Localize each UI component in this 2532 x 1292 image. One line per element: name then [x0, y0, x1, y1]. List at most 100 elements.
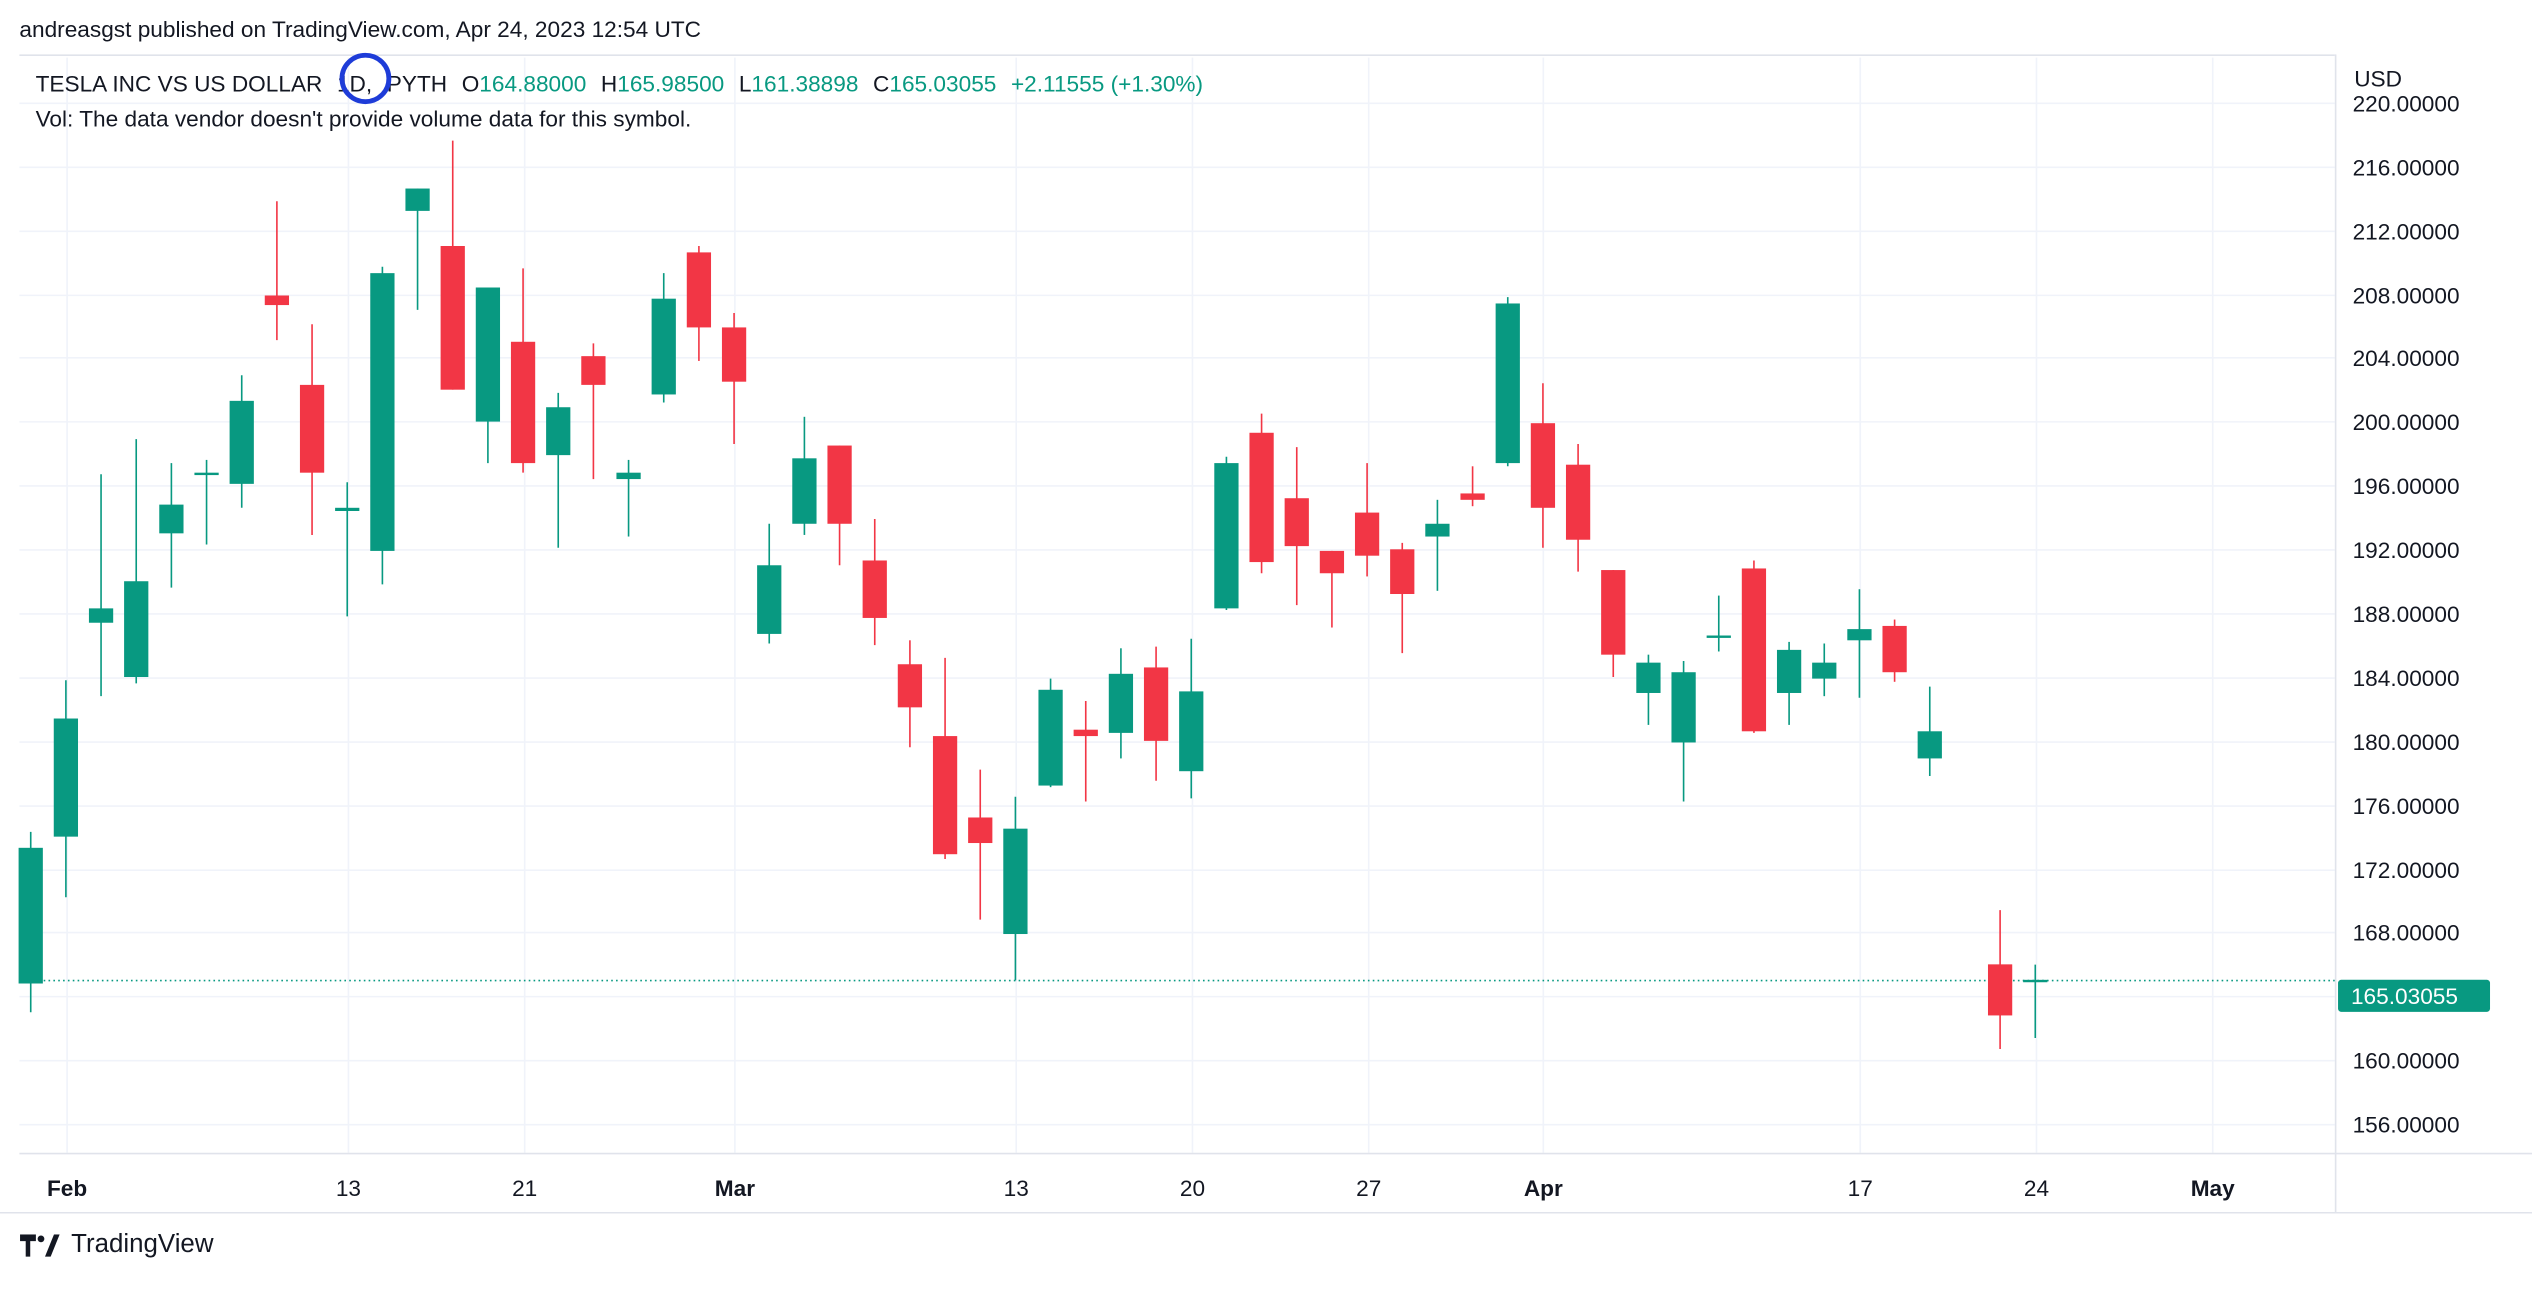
candle[interactable] [1249, 413, 1274, 574]
candle[interactable] [721, 313, 747, 444]
candle[interactable] [757, 523, 782, 644]
low-label: L [738, 70, 752, 97]
candle-body [1425, 523, 1450, 537]
candle[interactable] [1671, 661, 1696, 802]
candle-body [1565, 464, 1591, 540]
candle[interactable] [792, 416, 817, 535]
candle[interactable] [1425, 499, 1450, 591]
candle[interactable] [546, 392, 571, 548]
candle-body [581, 356, 606, 385]
candle[interactable] [1354, 463, 1380, 577]
high-value: 165.98500 [617, 70, 725, 97]
candle[interactable] [159, 463, 184, 588]
candle-body [1671, 672, 1696, 743]
y-tick-label: 160.00000 [2353, 1049, 2460, 1074]
candle[interactable] [1179, 638, 1204, 799]
candle-body [1249, 432, 1274, 563]
candle-body [1073, 729, 1098, 737]
candle[interactable] [1495, 297, 1520, 467]
candle-body [1847, 629, 1872, 641]
candle[interactable] [1214, 456, 1239, 610]
tradingview-logo-icon [20, 1234, 60, 1257]
y-tick-label: 212.00000 [2353, 219, 2460, 244]
candle[interactable] [299, 324, 325, 535]
candle[interactable] [1565, 443, 1591, 572]
candle[interactable] [1073, 700, 1098, 802]
candle[interactable] [1530, 383, 1556, 548]
candle[interactable] [827, 445, 852, 566]
candle-body [1987, 964, 2013, 1016]
candle[interactable] [124, 439, 149, 684]
candle[interactable] [1987, 910, 2013, 1049]
candle[interactable] [18, 831, 43, 1013]
candle[interactable] [581, 343, 606, 480]
candle[interactable] [510, 268, 536, 473]
candle-body [1108, 673, 1134, 733]
candle[interactable] [1319, 550, 1345, 628]
candle-body [405, 188, 430, 211]
candle[interactable] [53, 680, 79, 898]
candle[interactable] [1776, 641, 1802, 725]
candle-body [1390, 549, 1415, 595]
candle[interactable] [686, 246, 712, 361]
candle-body [546, 407, 571, 456]
candle[interactable] [1143, 646, 1169, 781]
candle[interactable] [1460, 466, 1485, 507]
candle-body [1495, 303, 1520, 464]
candle[interactable] [1812, 643, 1837, 697]
y-tick-label: 220.00000 [2353, 91, 2460, 116]
x-tick-label: 13 [336, 1176, 361, 1201]
candle[interactable] [1917, 686, 1942, 776]
candle[interactable] [651, 273, 676, 403]
candle-body [897, 664, 923, 708]
candle[interactable] [440, 140, 465, 390]
currency-label[interactable]: USD [2354, 65, 2403, 92]
x-tick-label: Feb [47, 1176, 87, 1201]
candle-body [264, 295, 290, 306]
candle[interactable] [1284, 447, 1309, 606]
candle-body [475, 287, 501, 422]
symbol-name[interactable]: TESLA INC VS US DOLLAR [35, 70, 323, 97]
candle-body [757, 565, 782, 634]
candle[interactable] [405, 188, 430, 310]
candle[interactable] [1038, 678, 1063, 788]
candle[interactable] [1108, 648, 1134, 759]
y-tick-label: 184.00000 [2353, 666, 2460, 691]
candle[interactable] [88, 474, 114, 697]
candle-body [1179, 691, 1204, 772]
candle[interactable] [1741, 560, 1767, 733]
candle-body [1601, 570, 1626, 655]
candle[interactable] [1003, 796, 1028, 981]
candle[interactable] [932, 657, 958, 859]
candle[interactable] [1847, 589, 1872, 698]
candle[interactable] [229, 375, 254, 508]
candle[interactable] [194, 459, 219, 545]
candle[interactable] [1601, 570, 1626, 678]
candle[interactable] [1636, 654, 1661, 725]
x-tick-label: Apr [1524, 1176, 1563, 1201]
candle[interactable] [370, 266, 395, 585]
candle-body [1143, 667, 1169, 741]
candle[interactable] [897, 640, 923, 748]
candle-body [88, 608, 114, 623]
candle[interactable] [1390, 542, 1415, 654]
candle[interactable] [1706, 595, 1731, 652]
candle-body [1706, 635, 1731, 638]
candle[interactable] [616, 459, 641, 537]
candle-body [299, 384, 325, 473]
candle[interactable] [1882, 619, 1907, 682]
candle-body [1776, 649, 1802, 693]
candle-body [968, 817, 993, 844]
y-tick-label: 192.00000 [2353, 538, 2460, 563]
candle-body [335, 507, 360, 511]
candle[interactable] [862, 518, 887, 646]
candle[interactable] [335, 482, 360, 617]
candle[interactable] [264, 201, 290, 341]
candle[interactable] [475, 287, 501, 464]
candle[interactable] [968, 769, 993, 920]
x-tick-label: 13 [1004, 1176, 1029, 1201]
candle[interactable] [2023, 964, 2048, 1038]
x-tick-label: May [2191, 1176, 2235, 1201]
